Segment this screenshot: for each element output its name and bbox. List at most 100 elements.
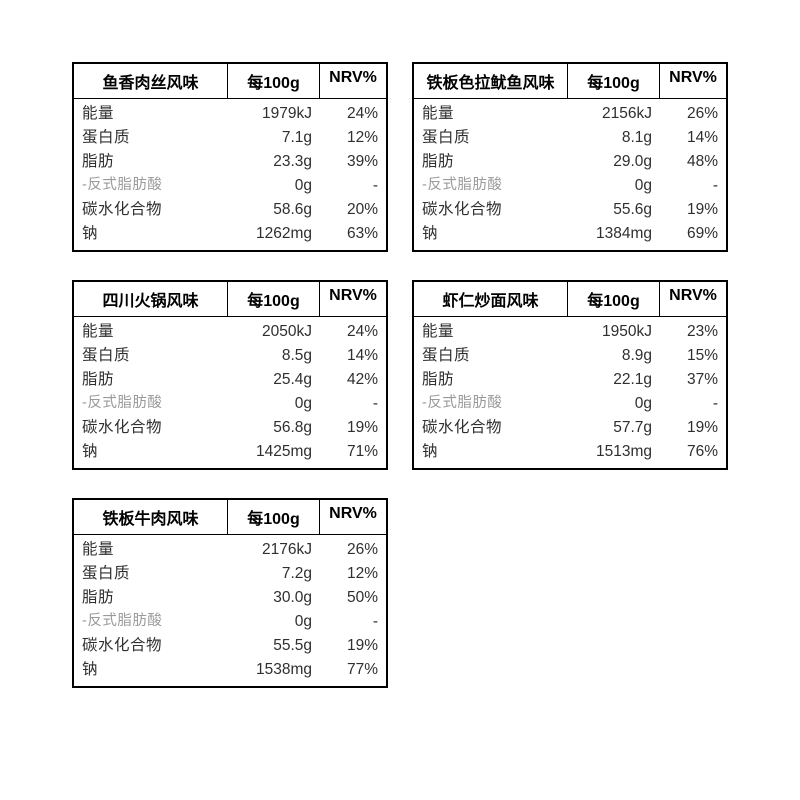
nutrient-value: 23.3g [228,150,320,174]
nutrient-nrv: 19% [320,634,386,658]
nutrient-value: 0g [228,392,320,416]
nutrient-label: -反式脂肪酸 [74,392,228,416]
col-header-nrv: NRV% [660,282,726,316]
nutrient-label: 钠 [74,658,228,682]
nutrient-value: 1950kJ [568,320,660,344]
nutrient-nrv: - [320,392,386,416]
nutrient-label: 脂肪 [74,586,228,610]
nutrient-value: 55.5g [228,634,320,658]
nutrient-nrv: 14% [660,126,726,150]
nutrient-nrv: 19% [660,198,726,222]
col-header-per100g: 每100g [568,282,660,316]
table-header: 铁板色拉鱿鱼风味每100gNRV% [414,64,726,99]
nutrient-label: 钠 [74,222,228,246]
table-header: 虾仁炒面风味每100gNRV% [414,282,726,317]
nutrient-label: 碳水化合物 [74,416,228,440]
table-row: 蛋白质8.5g14% [74,344,386,368]
nutrient-nrv: 24% [320,320,386,344]
nutrient-nrv: 12% [320,126,386,150]
nutrition-tables-grid: 鱼香肉丝风味每100gNRV%能量1979kJ24%蛋白质7.1g12%脂肪23… [0,0,800,750]
table-body: 能量1950kJ23%蛋白质8.9g15%脂肪22.1g37%-反式脂肪酸0g-… [414,317,726,468]
table-row: -反式脂肪酸0g- [414,174,726,198]
nutrient-nrv: 24% [320,102,386,126]
nutrient-label: 能量 [414,102,568,126]
nutrient-label: 能量 [74,320,228,344]
table-row: 蛋白质8.9g15% [414,344,726,368]
nutrient-value: 1979kJ [228,102,320,126]
nutrient-nrv: 19% [660,416,726,440]
nutrient-nrv: 37% [660,368,726,392]
table-body: 能量2176kJ26%蛋白质7.2g12%脂肪30.0g50%-反式脂肪酸0g-… [74,535,386,686]
nutrient-label: 脂肪 [74,150,228,174]
nutrient-value: 8.1g [568,126,660,150]
nutrient-label: 脂肪 [74,368,228,392]
nutrient-nrv: 26% [320,538,386,562]
table-title: 鱼香肉丝风味 [74,64,228,98]
table-body: 能量1979kJ24%蛋白质7.1g12%脂肪23.3g39%-反式脂肪酸0g-… [74,99,386,250]
nutrient-label: 蛋白质 [74,344,228,368]
nutrient-label: 蛋白质 [74,126,228,150]
nutrient-value: 30.0g [228,586,320,610]
table-row: 脂肪30.0g50% [74,586,386,610]
nutrition-table: 铁板色拉鱿鱼风味每100gNRV% 能量2156kJ26%蛋白质8.1g14%脂肪… [412,62,728,252]
table-row: -反式脂肪酸0g- [74,174,386,198]
nutrient-label: 碳水化合物 [414,198,568,222]
nutrition-table: 四川火锅风味每100gNRV%能量2050kJ24%蛋白质8.5g14%脂肪25… [72,280,388,470]
nutrition-table: 铁板牛肉风味每100gNRV%能量2176kJ26%蛋白质7.2g12%脂肪30… [72,498,388,688]
nutrient-value: 2176kJ [228,538,320,562]
nutrient-label: 钠 [74,440,228,464]
col-header-per100g: 每100g [228,64,320,98]
nutrient-nrv: - [320,174,386,198]
nutrient-nrv: - [320,610,386,634]
nutrient-value: 1384mg [568,222,660,246]
nutrition-table: 虾仁炒面风味每100gNRV%能量1950kJ23%蛋白质8.9g15%脂肪22… [412,280,728,470]
nutrient-nrv: 63% [320,222,386,246]
col-header-per100g: 每100g [568,64,660,98]
nutrient-label: 蛋白质 [414,344,568,368]
table-row: 脂肪22.1g37% [414,368,726,392]
nutrient-label: 脂肪 [414,150,568,174]
nutrient-label: 钠 [414,440,568,464]
nutrient-nrv: 12% [320,562,386,586]
nutrient-nrv: 26% [660,102,726,126]
table-row: 碳水化合物57.7g19% [414,416,726,440]
table-body: 能量2156kJ26%蛋白质8.1g14%脂肪29.0g48%-反式脂肪酸0g-… [414,99,726,250]
nutrient-value: 1513mg [568,440,660,464]
nutrient-nrv: - [660,174,726,198]
table-row: -反式脂肪酸0g- [74,392,386,416]
nutrient-nrv: 71% [320,440,386,464]
nutrient-value: 2156kJ [568,102,660,126]
nutrient-label: -反式脂肪酸 [414,174,568,198]
table-header: 四川火锅风味每100gNRV% [74,282,386,317]
table-body: 能量2050kJ24%蛋白质8.5g14%脂肪25.4g42%-反式脂肪酸0g-… [74,317,386,468]
nutrient-value: 57.7g [568,416,660,440]
nutrient-nrv: 77% [320,658,386,682]
nutrient-nrv: 19% [320,416,386,440]
nutrient-nrv: 42% [320,368,386,392]
table-title: 虾仁炒面风味 [414,282,568,316]
nutrient-label: 蛋白质 [74,562,228,586]
col-header-nrv: NRV% [320,500,386,534]
col-header-nrv: NRV% [320,282,386,316]
nutrient-label: -反式脂肪酸 [74,610,228,634]
table-row: 碳水化合物55.6g19% [414,198,726,222]
nutrient-value: 55.6g [568,198,660,222]
nutrient-label: 碳水化合物 [74,198,228,222]
nutrient-value: 0g [568,392,660,416]
nutrient-value: 7.2g [228,562,320,586]
table-row: 能量1979kJ24% [74,102,386,126]
col-header-nrv: NRV% [320,64,386,98]
nutrient-value: 8.9g [568,344,660,368]
nutrient-label: -反式脂肪酸 [74,174,228,198]
table-row: 蛋白质7.1g12% [74,126,386,150]
table-row: 碳水化合物56.8g19% [74,416,386,440]
table-row: 碳水化合物55.5g19% [74,634,386,658]
nutrient-label: 能量 [74,538,228,562]
table-row: 钠1425mg71% [74,440,386,464]
col-header-nrv: NRV% [660,64,726,98]
table-header: 鱼香肉丝风味每100gNRV% [74,64,386,99]
nutrient-label: 能量 [414,320,568,344]
nutrient-nrv: 50% [320,586,386,610]
table-row: 蛋白质8.1g14% [414,126,726,150]
table-row: 能量2156kJ26% [414,102,726,126]
